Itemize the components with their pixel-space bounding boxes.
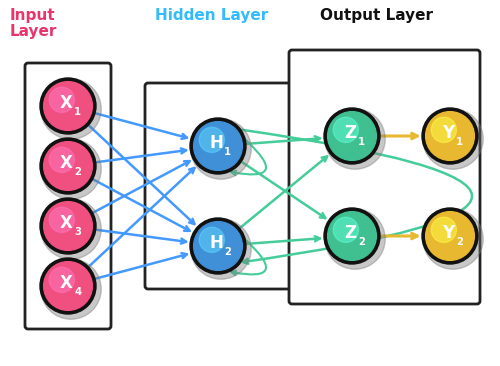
Circle shape (333, 117, 358, 142)
Circle shape (423, 209, 483, 269)
Text: X: X (60, 154, 72, 172)
Circle shape (422, 208, 478, 264)
Text: 2: 2 (358, 236, 365, 247)
Circle shape (40, 198, 96, 254)
Circle shape (44, 142, 92, 190)
Circle shape (194, 222, 242, 270)
Text: Hidden Layer: Hidden Layer (155, 8, 268, 23)
Circle shape (324, 108, 380, 164)
Text: Z: Z (344, 224, 356, 242)
Circle shape (41, 139, 101, 199)
Text: Input
Layer: Input Layer (10, 8, 58, 39)
Text: H: H (209, 234, 223, 252)
Circle shape (328, 212, 376, 260)
Circle shape (422, 108, 478, 164)
Circle shape (325, 109, 385, 169)
Text: X: X (60, 214, 72, 232)
Circle shape (325, 209, 385, 269)
Circle shape (40, 138, 96, 194)
Text: H: H (209, 134, 223, 152)
Circle shape (324, 208, 380, 264)
FancyBboxPatch shape (289, 50, 480, 304)
Circle shape (333, 217, 358, 242)
Circle shape (190, 218, 246, 274)
Circle shape (40, 258, 96, 314)
Circle shape (431, 217, 456, 242)
Text: Output Layer: Output Layer (320, 8, 433, 23)
Circle shape (191, 119, 251, 179)
Circle shape (41, 79, 101, 139)
Circle shape (40, 78, 96, 134)
Text: X: X (60, 94, 72, 112)
Circle shape (426, 212, 474, 260)
Text: 3: 3 (74, 227, 81, 236)
Text: Y: Y (442, 224, 454, 242)
Circle shape (44, 82, 92, 130)
Circle shape (44, 202, 92, 250)
Circle shape (426, 112, 474, 160)
Circle shape (190, 118, 246, 174)
Circle shape (41, 199, 101, 259)
Text: 2: 2 (224, 247, 231, 257)
Text: 4: 4 (74, 287, 82, 296)
Text: 1: 1 (224, 147, 232, 157)
Circle shape (199, 127, 224, 153)
Text: X: X (60, 274, 72, 292)
FancyBboxPatch shape (25, 63, 111, 329)
Circle shape (49, 147, 74, 172)
Text: 1: 1 (74, 107, 82, 117)
Circle shape (191, 219, 251, 279)
Text: 2: 2 (74, 167, 81, 177)
Circle shape (423, 109, 483, 169)
Circle shape (41, 259, 101, 319)
Circle shape (431, 117, 456, 142)
Text: 2: 2 (456, 236, 463, 247)
Circle shape (194, 122, 242, 170)
Circle shape (199, 227, 224, 253)
Circle shape (328, 112, 376, 160)
Circle shape (49, 87, 74, 112)
Text: 1: 1 (358, 137, 366, 147)
Text: 1: 1 (456, 137, 464, 147)
Circle shape (44, 262, 92, 310)
Text: Z: Z (344, 124, 356, 142)
Text: Y: Y (442, 124, 454, 142)
FancyBboxPatch shape (145, 83, 291, 289)
Circle shape (49, 207, 74, 232)
Circle shape (49, 267, 74, 292)
